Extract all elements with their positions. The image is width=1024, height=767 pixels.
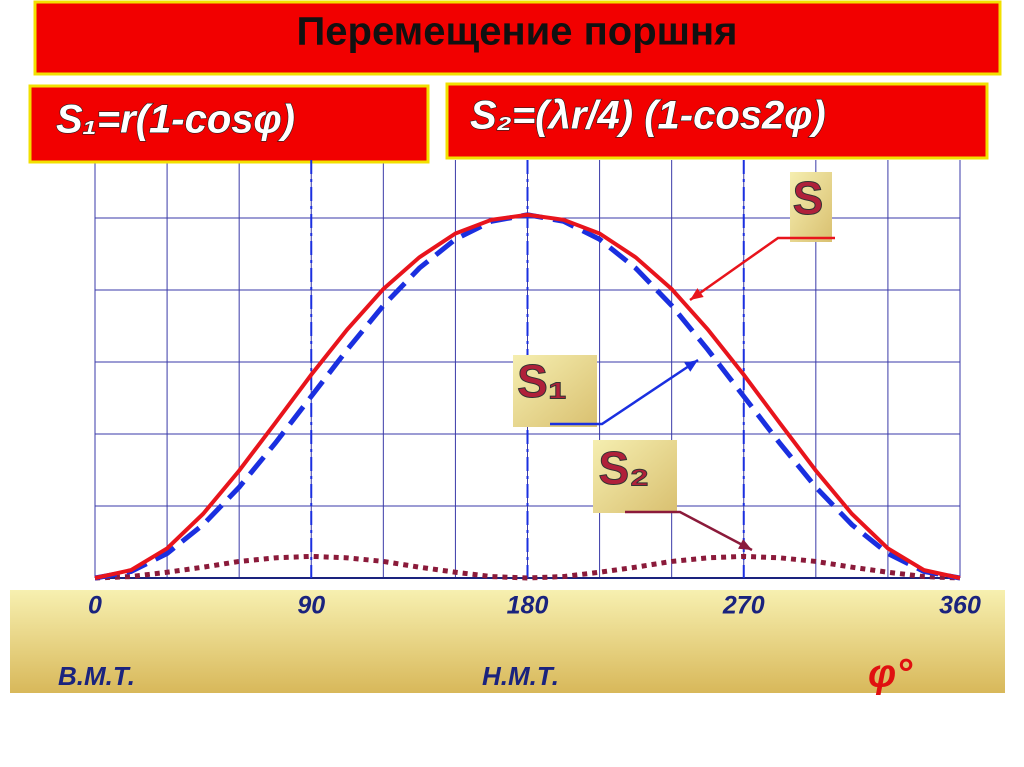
x-tick-label: 0 bbox=[88, 592, 102, 620]
x-tick-label: 270 bbox=[722, 592, 765, 620]
legend-arrow bbox=[625, 510, 753, 552]
formula: S₁=r(1-cosφ) bbox=[56, 98, 295, 142]
legend-arrow bbox=[689, 236, 835, 302]
arrow-head bbox=[684, 360, 698, 372]
title: Перемещение поршня bbox=[297, 10, 738, 54]
series-line bbox=[94, 212, 961, 580]
x-tick-label: 180 bbox=[507, 592, 549, 620]
title-box bbox=[33, 0, 1002, 76]
legend-label: S₂ bbox=[598, 442, 649, 494]
legend-label: S bbox=[793, 172, 824, 224]
legend-tag bbox=[513, 355, 597, 427]
legend-tag bbox=[593, 440, 677, 513]
axis-band bbox=[10, 590, 1005, 693]
annotation: Н.М.Т. bbox=[482, 661, 559, 691]
formula: S₂=(λr/4) (1-cos2φ) bbox=[470, 94, 826, 138]
legend-label: S₁ bbox=[517, 355, 567, 407]
formula-box bbox=[28, 84, 430, 164]
annotation: В.М.Т. bbox=[58, 661, 135, 691]
x-tick-label: 360 bbox=[939, 592, 981, 620]
series-line bbox=[94, 553, 961, 581]
legend-tag bbox=[790, 172, 832, 242]
arrow-head bbox=[690, 288, 704, 300]
x-tick-label: 90 bbox=[297, 592, 325, 620]
x-axis-label: φ° bbox=[868, 652, 913, 696]
arrow-head bbox=[738, 539, 752, 550]
formula-box bbox=[445, 82, 989, 160]
legend-arrow bbox=[550, 358, 699, 426]
